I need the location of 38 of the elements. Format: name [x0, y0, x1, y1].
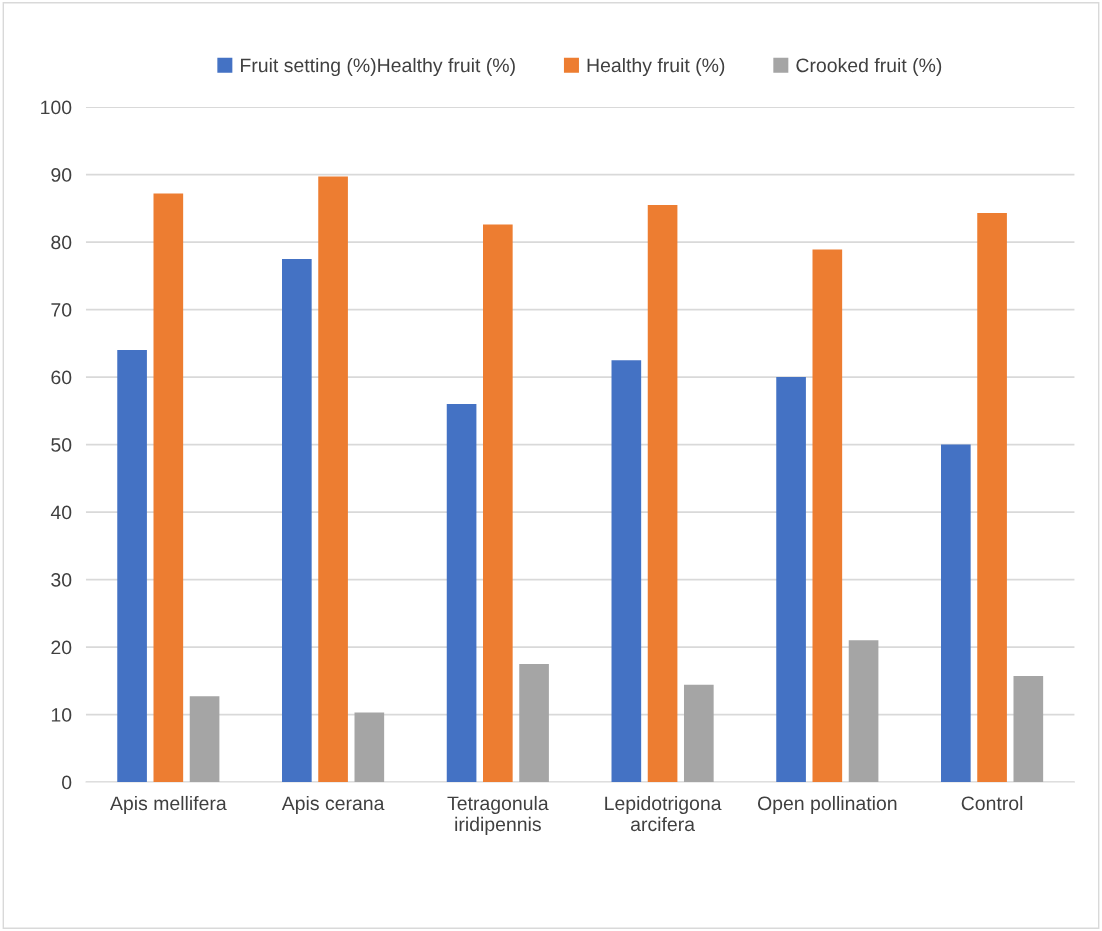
bar	[977, 213, 1007, 783]
y-tick-label: 90	[51, 168, 72, 182]
y-tick-label: 0	[62, 775, 72, 790]
bar	[611, 360, 642, 783]
x-tick-label: Open pollination	[757, 795, 897, 815]
y-tick-label: 20	[51, 640, 72, 655]
bar	[776, 377, 806, 783]
x-tick-label: Tetragonula iridipennis	[447, 795, 549, 835]
legend-label: Fruit setting (%)Healthy fruit (%)	[241, 57, 515, 77]
x-tick-label: Control	[961, 795, 1023, 811]
bar	[282, 258, 312, 783]
y-tick-label: 40	[50, 505, 72, 520]
bar	[117, 350, 147, 783]
y-tick-label: 50	[51, 438, 72, 452]
bar	[941, 444, 971, 783]
y-tick-label: 30	[51, 573, 72, 587]
y-tick-label: 80	[51, 235, 72, 250]
bar	[1013, 676, 1044, 783]
legend-label: Healthy fruit (%)	[587, 57, 725, 77]
bar	[318, 176, 348, 783]
bar	[812, 249, 843, 783]
bar	[483, 224, 513, 783]
y-tick-label: 70	[51, 303, 72, 317]
x-tick-label: Lepidotrigona arcifera	[605, 795, 722, 832]
y-tick-label: 60	[51, 370, 72, 385]
bar	[446, 404, 477, 783]
bar	[354, 712, 385, 783]
bar	[848, 640, 879, 783]
legend-label: Crooked fruit (%)	[796, 57, 942, 77]
y-tick-label: 10	[51, 708, 72, 722]
y-tick-label: 100	[41, 100, 72, 115]
bar	[647, 204, 678, 783]
bar	[519, 663, 549, 783]
bar	[189, 696, 220, 783]
bar	[153, 193, 184, 783]
x-tick-label: Apis cerana	[281, 795, 385, 815]
bar	[683, 684, 714, 783]
x-tick-label: Apis mellifera	[110, 795, 227, 815]
